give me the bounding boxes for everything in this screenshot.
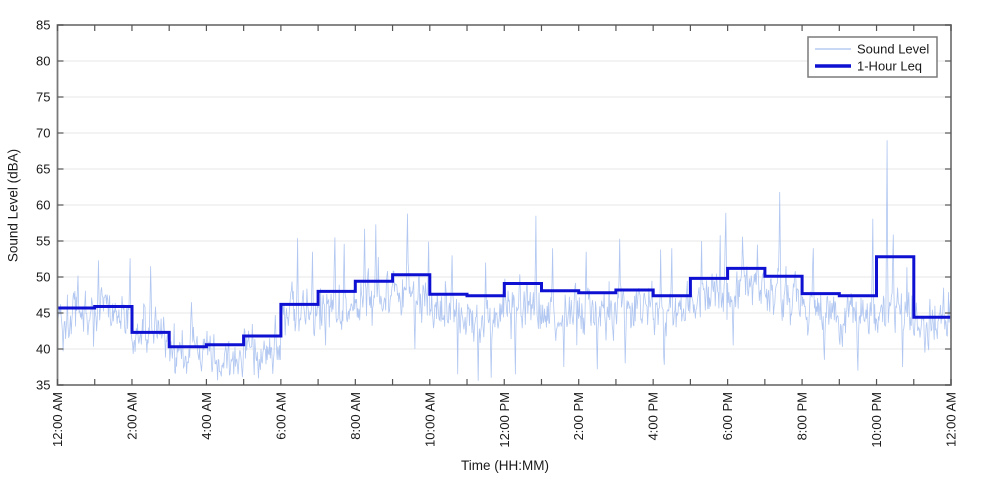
x-tick-label: 4:00 PM — [646, 392, 661, 440]
x-tick-label: 6:00 AM — [273, 392, 288, 440]
x-tick-label: 12:00 AM — [944, 392, 959, 447]
y-tick-label: 65 — [36, 162, 50, 177]
x-tick-label: 10:00 PM — [869, 392, 884, 448]
x-tick-label: 6:00 PM — [720, 392, 735, 440]
y-tick-label: 70 — [36, 126, 50, 141]
y-tick-label: 80 — [36, 54, 50, 69]
y-tick-label: 40 — [36, 342, 50, 357]
x-tick-labels: 12:00 AM 2:00 AM 4:00 AM 6:00 AM 8:00 AM 10:0… — [50, 392, 959, 448]
y-tick-label: 60 — [36, 198, 50, 213]
x-axis-title: Time (HH:MM) — [461, 458, 549, 473]
x-tick-label: 2:00 PM — [571, 392, 586, 440]
leq-series — [57, 255, 951, 349]
y-tick-label: 50 — [36, 270, 50, 285]
x-tick-label: 2:00 AM — [124, 392, 139, 440]
legend-label-sound-level: Sound Level — [857, 42, 929, 57]
legend: Sound Level 1-Hour Leq — [807, 36, 938, 78]
y-tick-labels: 35 40 45 50 55 60 65 70 75 80 85 — [36, 18, 50, 393]
gridlines — [57, 60, 951, 350]
x-tick-label: 8:00 AM — [348, 392, 363, 440]
x-tick-label: 4:00 AM — [199, 392, 214, 440]
y-tick-label: 85 — [36, 18, 50, 33]
y-tick-label: 45 — [36, 306, 50, 321]
y-axis-title: Sound Level (dBA) — [5, 148, 21, 263]
x-tick-label: 12:00 PM — [497, 392, 512, 448]
sound-level-series — [57, 140, 951, 381]
axes-frame — [56, 24, 952, 386]
y-tick-label: 55 — [36, 234, 50, 249]
x-tick-label: 8:00 PM — [795, 392, 810, 440]
legend-label-leq: 1-Hour Leq — [857, 59, 922, 74]
y-tick-label: 75 — [36, 90, 50, 105]
y-tick-label: 35 — [36, 378, 50, 393]
x-tick-label: 10:00 AM — [422, 392, 437, 447]
legend-box — [807, 36, 938, 78]
x-tick-label: 12:00 AM — [50, 392, 65, 447]
